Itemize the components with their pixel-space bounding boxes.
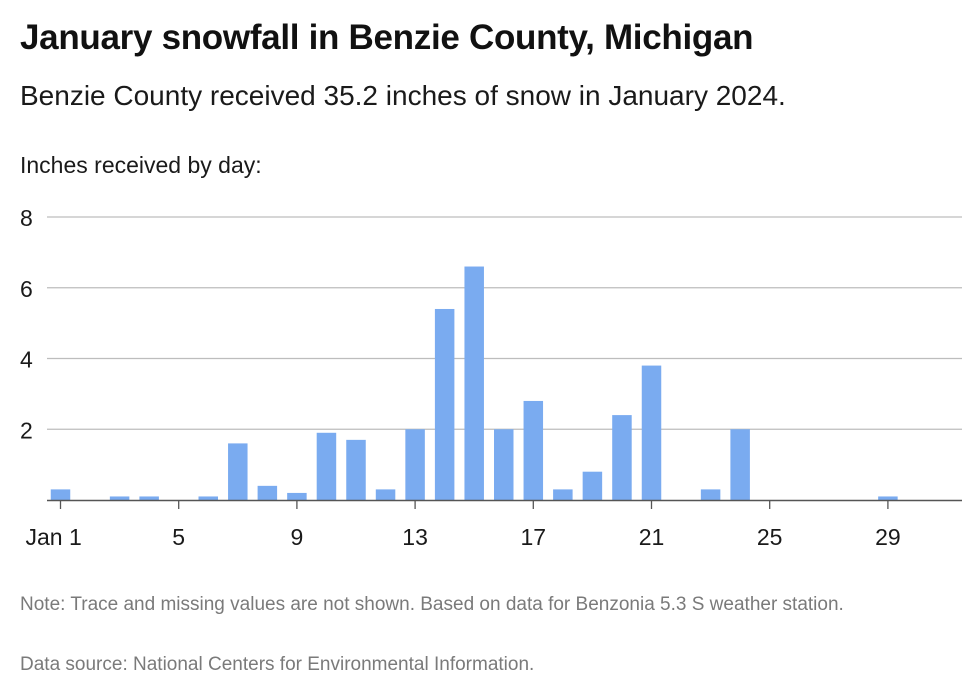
data-source: Data source: National Centers for Enviro… (20, 654, 535, 675)
x-tick-label: 21 (639, 524, 665, 550)
tick-labels: 2 4 6 8 Jan 1 5 9 13 17 21 25 29 (20, 205, 901, 550)
bar-jan-9 (287, 492, 307, 500)
bar-jan-19 (582, 471, 603, 500)
footnote: Note: Trace and missing values are not s… (20, 594, 844, 615)
bar-jan-3 (109, 496, 130, 500)
x-tick-label: 17 (521, 524, 547, 550)
bar-jan-8 (257, 485, 278, 500)
bar-jan-10 (316, 432, 337, 500)
bar-jan-6 (198, 496, 218, 500)
x-tick-label: 9 (291, 524, 304, 550)
bar-jan-23 (700, 489, 721, 500)
bar-jan-4 (139, 496, 159, 500)
bar-jan-18 (553, 489, 573, 500)
bars (50, 266, 898, 500)
bar-jan-14 (434, 308, 455, 500)
bar-jan-12 (375, 489, 396, 500)
bar-jan-13 (405, 429, 425, 500)
bar-jan-1 (50, 489, 71, 500)
x-tick-label: 25 (757, 524, 783, 550)
y-tick-label: 8 (20, 205, 33, 231)
x-tick-label: 13 (402, 524, 428, 550)
bar-jan-7 (228, 443, 248, 500)
bar-jan-24 (730, 429, 750, 500)
bar-jan-21 (641, 365, 662, 500)
chart-subtitle: Benzie County received 35.2 inches of sn… (20, 80, 786, 111)
snowfall-bar-chart: 2 4 6 8 Jan 1 5 9 13 17 21 25 29 (20, 205, 962, 550)
x-tick-label: 5 (172, 524, 185, 550)
y-tick-label: 4 (20, 347, 33, 373)
bar-jan-15 (464, 266, 484, 500)
bar-jan-11 (346, 439, 366, 500)
bar-jan-17 (523, 400, 544, 500)
bar-jan-29 (878, 496, 898, 500)
y-tick-label: 6 (20, 276, 33, 302)
bar-jan-20 (612, 415, 632, 500)
x-tick-label: 29 (875, 524, 901, 550)
x-axis (47, 499, 962, 509)
chart-title: January snowfall in Benzie County, Michi… (20, 18, 754, 57)
bar-jan-16 (494, 429, 514, 500)
y-axis-label: Inches received by day: (20, 152, 262, 178)
x-tick-label: Jan 1 (26, 524, 82, 550)
gridlines (47, 216, 962, 430)
y-tick-label: 2 (20, 417, 33, 443)
